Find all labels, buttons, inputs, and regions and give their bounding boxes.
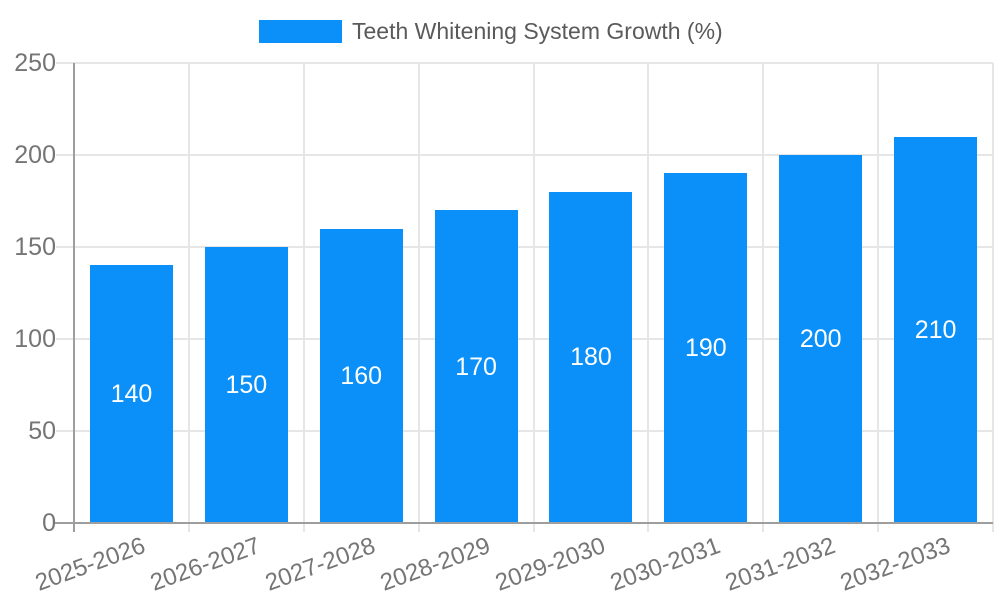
x-axis-tick: [762, 523, 765, 532]
x-gridline: [417, 63, 420, 523]
bar-value-label: 210: [914, 315, 957, 344]
x-gridline: [762, 63, 765, 523]
bar-value-label: 150: [225, 371, 268, 399]
y-axis-tick-label: 250: [14, 49, 56, 77]
x-gridline: [992, 63, 994, 523]
x-gridline: [302, 63, 305, 523]
y-axis-tick-label: 100: [14, 325, 56, 353]
y-gridline: [56, 246, 993, 248]
y-axis-tick-label: 200: [14, 141, 56, 169]
bar-value-label: 200: [799, 325, 842, 353]
x-axis-baseline: [55, 522, 993, 524]
x-axis-tick: [992, 523, 994, 532]
y-axis-tick-label: 150: [14, 233, 56, 261]
bar-value-label: 170: [455, 352, 497, 381]
y-axis-tick-label: 50: [28, 417, 56, 445]
x-axis-tick: [532, 523, 535, 532]
bar-2027-2028[interactable]: [319, 228, 403, 523]
x-axis-tick: [302, 523, 305, 532]
y-gridline: [56, 430, 993, 432]
bar-2026-2027[interactable]: [204, 247, 288, 523]
legend-label: Teeth Whitening System Growth (%): [352, 18, 723, 44]
x-gridline: [187, 63, 190, 523]
x-gridline: [647, 63, 650, 523]
x-axis-tick: [647, 523, 650, 532]
bar-value-label: 190: [684, 334, 727, 363]
legend-item[interactable]: Teeth Whitening System Growth (%): [259, 18, 723, 45]
y-gridline: [56, 154, 993, 156]
x-gridline: [877, 63, 880, 523]
bar-value-label: 180: [570, 343, 612, 372]
bar-2032-2033[interactable]: [894, 136, 978, 523]
legend-swatch: [259, 20, 342, 43]
bar-value-label: 140: [110, 380, 153, 409]
x-axis-tick: [187, 523, 190, 532]
bar-2031-2032[interactable]: [779, 155, 863, 523]
bar-2030-2031[interactable]: [664, 173, 748, 523]
x-axis-tick: [877, 523, 880, 532]
bar-2028-2029[interactable]: [434, 210, 518, 523]
bar-2029-2030[interactable]: [549, 191, 633, 523]
x-axis-tick: [417, 523, 420, 532]
y-gridline: [56, 338, 993, 340]
y-axis-tick-label: 0: [42, 509, 56, 537]
bar-2025-2026[interactable]: [89, 265, 173, 523]
x-gridline: [532, 63, 535, 523]
y-gridline: [56, 62, 993, 64]
bar-value-label: 160: [340, 361, 383, 390]
y-axis-line: [73, 63, 75, 532]
